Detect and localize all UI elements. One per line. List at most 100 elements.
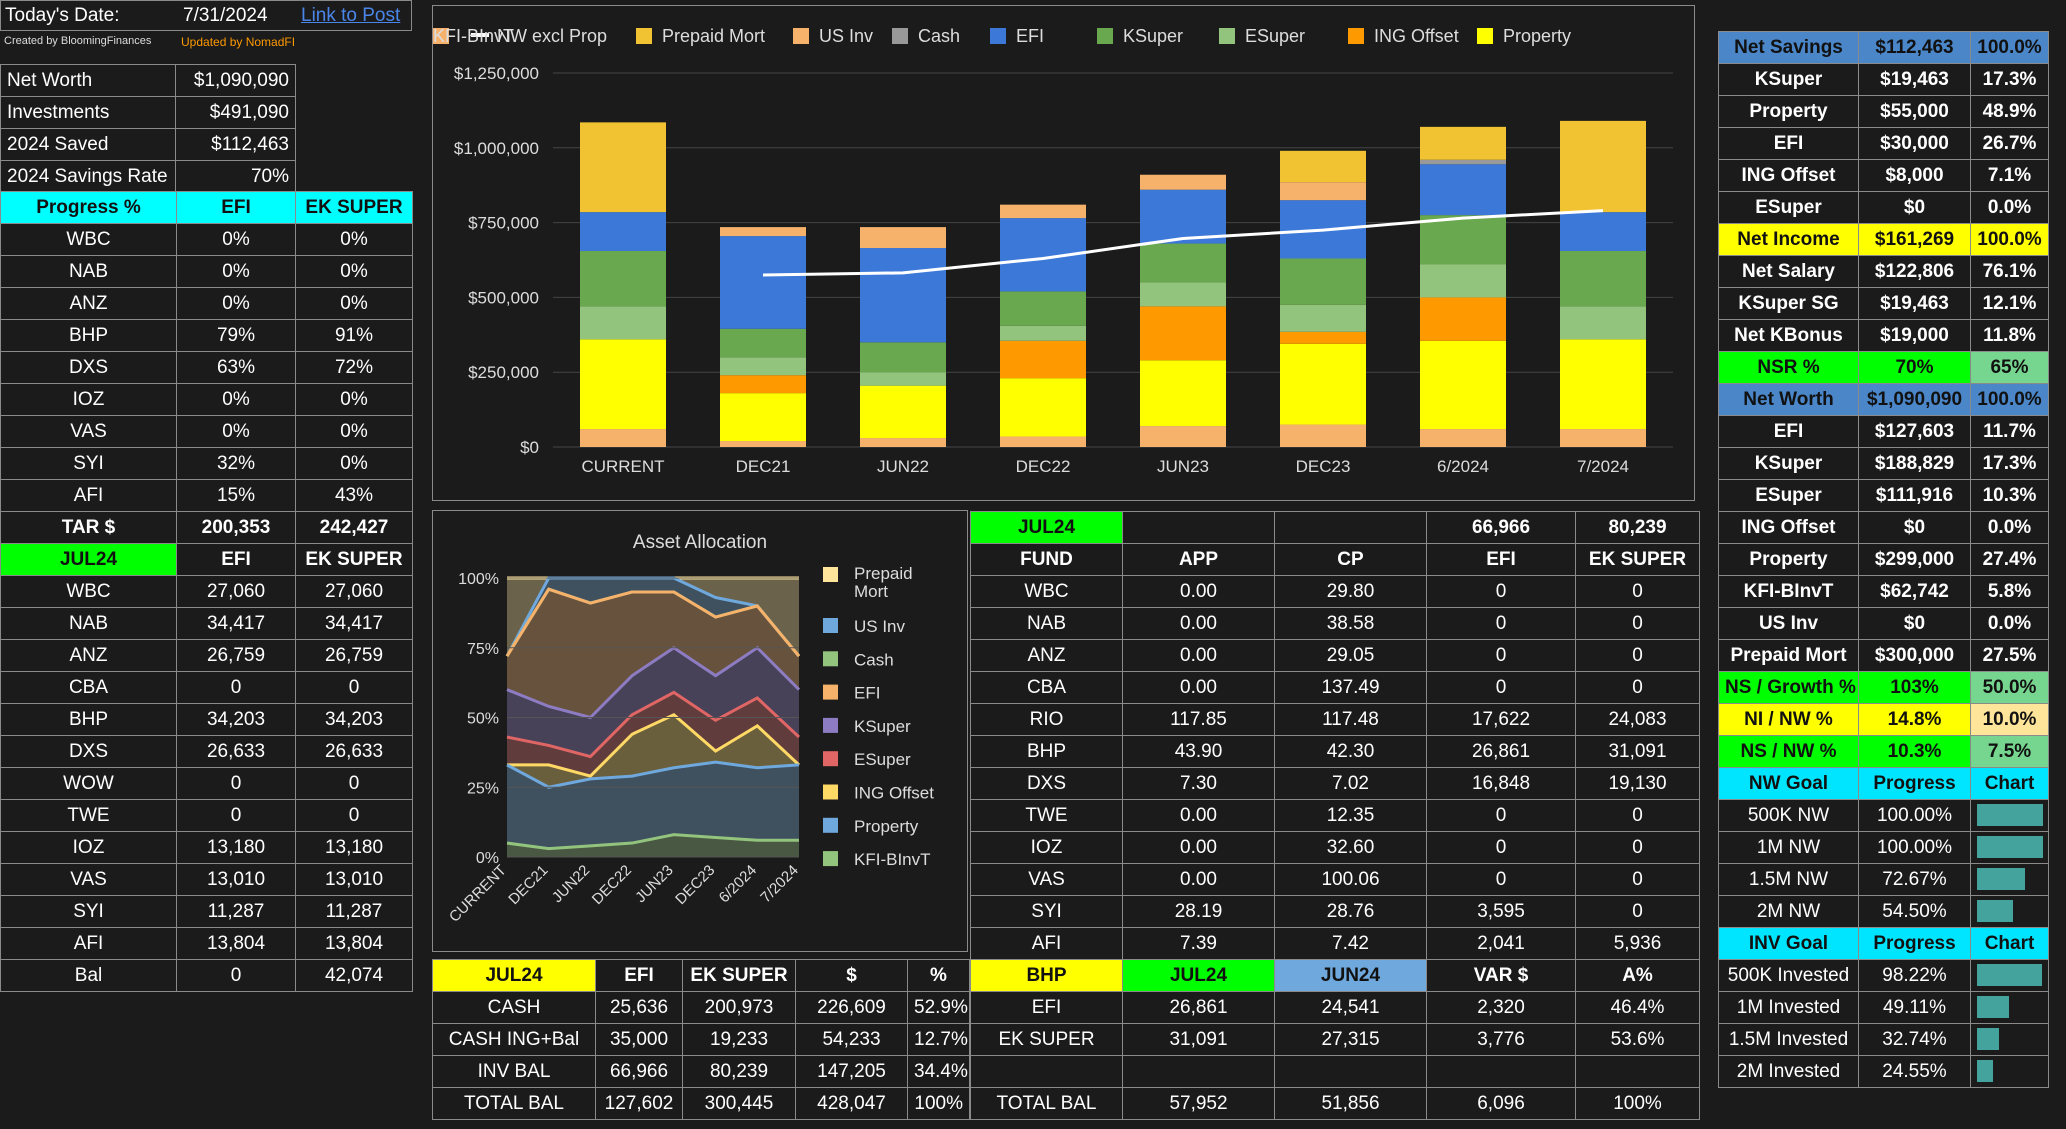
post-link[interactable]: Link to Post xyxy=(301,5,401,26)
legend-swatch xyxy=(636,28,652,44)
table-cell: 10.0% xyxy=(1970,703,2049,736)
table-cell: 34,203 xyxy=(295,703,413,736)
table-cell: 11,287 xyxy=(176,895,296,928)
bar-segment xyxy=(1000,378,1086,437)
table-cell: 0 xyxy=(1426,575,1576,608)
table-cell: 103% xyxy=(1858,671,1971,704)
table-cell: 0% xyxy=(295,383,413,416)
table-cell: TAR $ xyxy=(0,511,177,544)
bal-row: Bal 0 42,074 xyxy=(0,959,413,992)
x-tick-label: DEC22 xyxy=(1016,457,1071,476)
allocation-row: CASH 25,636 200,973 226,609 52.9% xyxy=(432,991,970,1024)
column-header: VAR $ xyxy=(1426,959,1576,992)
net-worth-chart-panel: NW excl Prop Prepaid Mort US Inv Cash EFI KSu… xyxy=(432,5,1695,501)
table-cell: US Inv xyxy=(1718,607,1859,640)
x-tick-label: 6/2024 xyxy=(1437,457,1489,476)
nw-goal-row: 1.5M NW 72.67% xyxy=(1718,863,2049,896)
bar-segment xyxy=(1420,164,1506,216)
table-cell: BHP xyxy=(970,735,1123,768)
table-cell: 26,861 xyxy=(1122,991,1275,1024)
table-cell: 27,060 xyxy=(176,575,296,608)
y-tick-label: $500,000 xyxy=(468,288,539,307)
column-header: Progress xyxy=(1858,767,1971,800)
net-savings-row: ESuper $0 0.0% xyxy=(1718,191,2049,224)
column-header: JUN24 xyxy=(1274,959,1427,992)
table-cell: Net KBonus xyxy=(1718,319,1859,352)
table-cell: 0 xyxy=(176,671,296,704)
column-header: $ xyxy=(795,959,908,992)
bar-segment xyxy=(1420,297,1506,341)
area-band xyxy=(507,578,799,657)
holdings-row: NAB 34,417 34,417 xyxy=(0,607,413,640)
table-cell: 10.3% xyxy=(1970,479,2049,512)
table-cell: 76.1% xyxy=(1970,255,2049,288)
table-cell: 26,633 xyxy=(176,735,296,768)
column-header: INV Goal xyxy=(1718,927,1859,960)
table-cell: KSuper xyxy=(1718,63,1859,96)
legend-swatch xyxy=(793,28,809,44)
goal-label: 1.5M Invested xyxy=(1718,1023,1859,1056)
table-cell: 17.3% xyxy=(1970,63,2049,96)
table-cell: DXS xyxy=(0,351,177,384)
x-tick-label: 7/2024 xyxy=(1577,457,1629,476)
table-cell: WBC xyxy=(0,575,177,608)
legend-label: KFI-BInvT xyxy=(433,26,514,46)
table-cell: $19,000 xyxy=(1858,319,1971,352)
area-band xyxy=(507,589,799,718)
table-cell: 200,973 xyxy=(682,991,796,1024)
table-cell: 0.00 xyxy=(1122,831,1275,864)
legend-swatch xyxy=(823,567,838,582)
table-cell xyxy=(1575,1055,1700,1088)
net-savings-row: ING Offset $8,000 7.1% xyxy=(1718,159,2049,192)
bar-segment xyxy=(1140,189,1226,244)
goal-label: 500K NW xyxy=(1718,799,1859,832)
fund-row: NAB 0.00 38.58 0 0 xyxy=(970,607,1700,640)
table-cell: 0% xyxy=(295,415,413,448)
table-cell: VAS xyxy=(0,415,177,448)
table-cell: $62,742 xyxy=(1858,575,1971,608)
summary-label: Investments xyxy=(0,96,176,129)
asset-allocation-panel: Asset Allocation 0% 25% 50% 75% 100% CURRENT DE… xyxy=(432,510,968,952)
table-cell: 50.0% xyxy=(1970,671,2049,704)
bar-segment xyxy=(1140,174,1226,190)
inv-goal-row: 1M Invested 49.11% xyxy=(1718,991,2049,1024)
table-cell: $300,000 xyxy=(1858,639,1971,672)
legend-label: ESuper xyxy=(1245,26,1305,46)
bar-segment xyxy=(580,306,666,340)
table-cell: KSuper SG xyxy=(1718,287,1859,320)
inv-goal-row: 1.5M Invested 32.74% xyxy=(1718,1023,2049,1056)
table-cell: 27.5% xyxy=(1970,639,2049,672)
fund-table: JUL24 66,966 80,239 FUND APP CP EFI EK SUPER WBC… xyxy=(970,511,1700,960)
bar-segment xyxy=(1560,306,1646,340)
table-cell: 10.3% xyxy=(1858,735,1971,768)
legend-swatch xyxy=(823,618,838,633)
table-cell: 32% xyxy=(176,447,296,480)
column-header: $112,463 xyxy=(1858,31,1971,64)
net-worth-row: Property $299,000 27.4% xyxy=(1718,543,2049,576)
table-cell: 428,047 xyxy=(795,1087,908,1120)
table-cell: 29.05 xyxy=(1274,639,1427,672)
progress-row: VAS 0% 0% xyxy=(0,415,413,448)
bar-segment xyxy=(1140,360,1226,427)
goal-progress-bar xyxy=(1977,1028,1999,1051)
goal-progress: 72.67% xyxy=(1858,863,1971,896)
table-cell: SYI xyxy=(970,895,1123,928)
bar-segment xyxy=(1420,159,1506,165)
area-band xyxy=(507,762,799,849)
table-cell: IOZ xyxy=(0,831,177,864)
column-header: Chart xyxy=(1970,927,2049,960)
table-cell: 0 xyxy=(1426,799,1576,832)
table-cell: 0 xyxy=(1426,639,1576,672)
goal-progress-bar xyxy=(1977,900,2013,923)
table-cell: 0 xyxy=(1426,863,1576,896)
legend-swatch xyxy=(823,684,838,700)
table-cell: 70% xyxy=(1858,351,1971,384)
table-cell: SYI xyxy=(0,895,177,928)
table-cell: $19,463 xyxy=(1858,287,1971,320)
table-cell: 7.02 xyxy=(1274,767,1427,800)
table-cell: ANZ xyxy=(0,639,177,672)
legend-label: US Inv xyxy=(854,617,906,636)
bar-segment xyxy=(1140,243,1226,283)
legend-swatch xyxy=(892,28,908,44)
table-cell: $188,829 xyxy=(1858,447,1971,480)
